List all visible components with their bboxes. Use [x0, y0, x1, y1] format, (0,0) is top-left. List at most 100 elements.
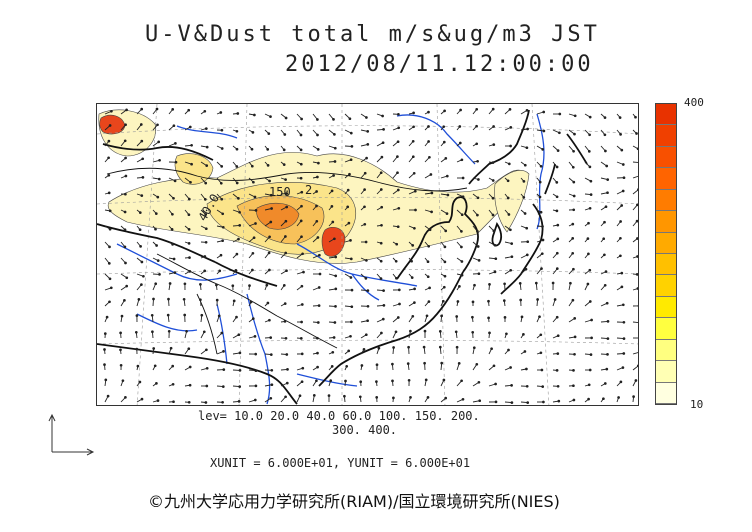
wind-arrow-head [205, 348, 208, 352]
wind-arrow-head [120, 314, 124, 318]
wind-arrow-head [344, 379, 347, 383]
contour-levels-line2: 300. 400. [332, 423, 398, 437]
wind-arrow-head [152, 347, 156, 350]
wind-arrow-head [573, 114, 577, 118]
wind-arrow-head [362, 348, 366, 351]
wind-arrow-head [166, 313, 170, 317]
wind-arrow-head [300, 380, 304, 384]
wind-arrow-head [315, 379, 318, 383]
wind-arrow-head [428, 286, 431, 290]
wind-arrow-head [142, 274, 145, 278]
wind-arrow-head [507, 162, 511, 166]
wind-arrow-head [542, 110, 546, 114]
wind-arrow-head [526, 401, 530, 404]
wind-arrow-head [556, 384, 560, 388]
wind-arrow-head [135, 314, 139, 317]
wind-arrow-head [204, 213, 208, 216]
wind-arrow-head [154, 227, 157, 231]
wind-arrow-head [406, 362, 410, 365]
wind-arrow-head [302, 270, 305, 274]
wind-arrow-head [471, 330, 475, 334]
wind-arrow-head [269, 353, 273, 356]
wind-arrow-head [602, 237, 606, 241]
wind-arrow-head [375, 363, 379, 367]
colorbar-swatch [656, 275, 676, 297]
wind-arrow-head [267, 251, 271, 255]
wind-arrow-head [455, 315, 459, 318]
wind-arrow-head [573, 335, 577, 339]
wind-arrow-head [158, 273, 161, 276]
wind-arrow-head [493, 243, 497, 247]
wind-arrow-head [267, 132, 271, 135]
wind-arrow-head [380, 205, 384, 209]
colorbar-swatch [656, 146, 676, 169]
wind-arrow-head [534, 281, 538, 285]
wind-arrow-head [538, 315, 541, 319]
wind-arrow-head [381, 141, 385, 145]
wind-arrow-head [250, 164, 254, 168]
wind-arrow-head [188, 365, 192, 369]
wind-arrow-head [237, 197, 240, 200]
wind-arrow-head [587, 252, 590, 256]
wind-arrow-head [621, 189, 625, 193]
wind-arrow-head [270, 383, 274, 387]
wind-arrow-head [348, 117, 352, 121]
wind-arrow-head [426, 396, 430, 399]
wind-arrow-head [541, 225, 544, 228]
wind-arrow-head [219, 253, 223, 257]
wind-arrow-head [526, 240, 530, 244]
wind-arrow-head [135, 347, 139, 351]
wind-arrow-head [412, 111, 415, 115]
wind-arrow-head [350, 320, 353, 324]
wind-arrow-head [603, 220, 606, 224]
wind-arrow-head [124, 192, 127, 196]
wind-arrow-head [573, 317, 577, 320]
wind-arrow-head [108, 300, 111, 304]
wind-arrow-head [442, 285, 446, 289]
wind-arrow-head [587, 383, 591, 387]
wind-arrow-head [458, 125, 462, 128]
wind-arrow-head [316, 148, 320, 151]
wind-arrow-head [106, 394, 110, 398]
wind-arrow-head [426, 260, 430, 264]
wind-arrow-head [107, 156, 110, 160]
wind-arrow-head [473, 283, 476, 287]
wind-arrow-head [316, 236, 320, 239]
wind-arrow-head [137, 298, 141, 301]
wind-arrow-head [103, 332, 107, 335]
wind-arrow-head [363, 205, 366, 209]
wind-arrow-head [491, 161, 495, 164]
wind-arrow-head [506, 196, 510, 200]
dust-area-east [494, 170, 530, 233]
wind-arrow-head [300, 204, 303, 208]
wind-arrow-head [377, 346, 381, 350]
wind-arrow-head [284, 395, 287, 399]
wind-arrow-head [140, 107, 144, 111]
wind-arrow-head [606, 353, 609, 356]
wind-arrow-head [283, 302, 287, 305]
wind-arrow-head [285, 192, 289, 195]
wind-arrow-head [571, 251, 575, 255]
wind-arrow-head [316, 336, 319, 340]
wind-arrow-head [154, 212, 158, 215]
wind-arrow-head [636, 147, 638, 151]
wind-arrow-head [551, 281, 555, 285]
wind-arrow-head [266, 148, 270, 151]
wind-arrow-head [619, 220, 622, 223]
wind-arrow-head [430, 210, 433, 214]
wind-arrow-head [235, 165, 239, 168]
wind-arrow-head [409, 396, 412, 399]
wind-arrow-head [476, 196, 480, 200]
wind-arrow-head [205, 366, 209, 370]
wind-arrow-head [349, 276, 353, 279]
wind-arrow-head [492, 143, 496, 146]
wind-arrow-head [300, 190, 304, 194]
wind-arrow-head [603, 283, 607, 287]
wind-arrow-head [572, 398, 576, 402]
wind-arrow-head [205, 164, 209, 167]
wind-arrow-head [363, 171, 367, 175]
wind-arrow-head [316, 321, 320, 324]
wind-arrow-head [619, 380, 623, 384]
wind-arrow-head [332, 336, 336, 339]
wind-arrow-head [283, 133, 287, 136]
